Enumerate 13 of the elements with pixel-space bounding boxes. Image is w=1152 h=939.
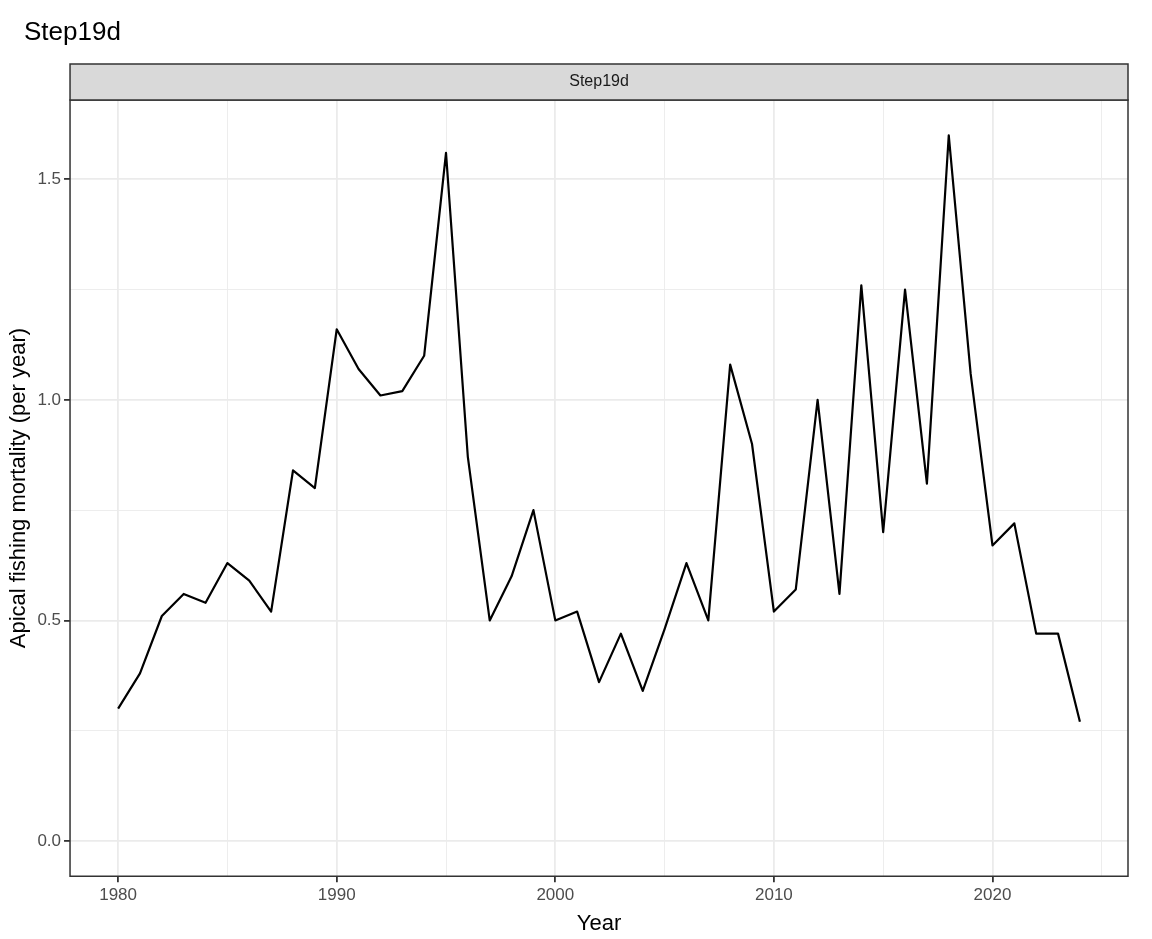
y-axis-title: Apical fishing mortality (per year) — [5, 327, 31, 649]
chart-title: Step19d — [23, 15, 122, 48]
x-tick-label: 2010 — [754, 885, 793, 905]
x-tick-label: 2020 — [973, 885, 1012, 905]
x-tick-label: 2000 — [536, 885, 575, 905]
y-tick-label: 1.5 — [37, 169, 62, 189]
y-tick-label: 0.0 — [37, 830, 62, 850]
x-tick-label: 1980 — [99, 885, 138, 905]
x-axis-title: Year — [576, 909, 622, 935]
text: Step19d — [569, 72, 629, 90]
y-tick-label: 0.5 — [37, 610, 62, 630]
y-tick-label: 1.0 — [37, 389, 62, 409]
x-tick-label: 1990 — [317, 885, 356, 905]
